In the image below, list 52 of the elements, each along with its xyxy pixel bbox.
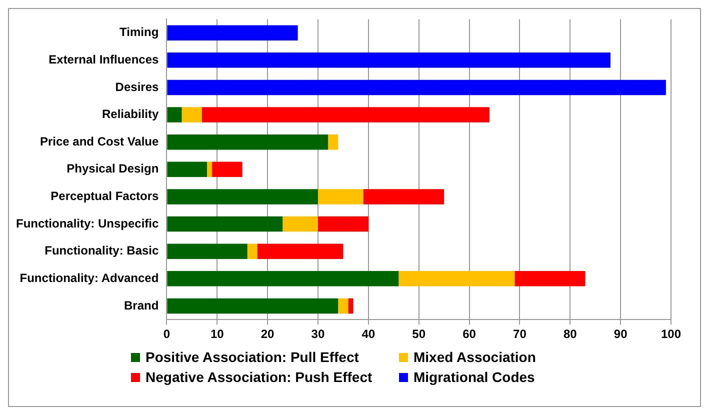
bar: [328, 134, 338, 150]
x-tick-label: 50: [412, 327, 426, 342]
bar: [318, 189, 364, 204]
bar: [167, 52, 610, 68]
y-tick-label: Brand: [124, 298, 159, 312]
x-tick-label: 100: [660, 327, 682, 342]
x-tick-label: 40: [362, 327, 376, 342]
x-tick-label: 80: [563, 327, 578, 342]
y-tick-label: Reliability: [102, 107, 160, 122]
y-tick-label: Functionality: Unspecific: [16, 216, 159, 230]
bar: [207, 162, 212, 178]
bar: [338, 298, 348, 314]
bar: [514, 271, 586, 286]
bar: [167, 298, 338, 314]
y-tick-label: Physical Design: [66, 162, 159, 176]
bar: [282, 216, 318, 232]
y-tick-label: Timing: [120, 25, 159, 40]
y-tick-label: Functionality: Advanced: [20, 270, 159, 285]
bar: [348, 298, 354, 314]
y-tick-label: Perceptual Factors: [50, 189, 159, 204]
bar: [167, 25, 298, 40]
y-tick-label: Functionality: Basic: [44, 244, 159, 258]
bar: [167, 162, 208, 178]
y-tick-label: External Influences: [48, 52, 159, 66]
x-tick-label: 10: [210, 327, 224, 342]
bar: [182, 107, 202, 122]
bar: [167, 216, 283, 232]
legend-label: Negative Association: Push Effect: [146, 369, 372, 385]
bar: [167, 244, 248, 259]
x-tick-label: 30: [311, 327, 325, 342]
bar: [167, 80, 666, 96]
bar: [167, 134, 328, 150]
y-tick-label: Desires: [115, 80, 159, 94]
legend-label: Mixed Association: [414, 349, 536, 365]
x-tick-label: 60: [462, 327, 476, 342]
y-tick-label: Price and Cost Value: [40, 134, 159, 148]
bar: [167, 189, 318, 204]
x-tick-label: 20: [260, 327, 275, 342]
x-tick-label: 70: [513, 327, 527, 342]
legend-label: Positive Association: Pull Effect: [146, 349, 359, 365]
bar: [167, 271, 399, 286]
legend-label: Migrational Codes: [414, 369, 535, 385]
bar: [247, 244, 258, 259]
x-tick-label: 90: [614, 327, 628, 342]
bar: [363, 189, 444, 204]
bar: [318, 216, 368, 232]
x-tick-label: 0: [163, 327, 170, 342]
bar: [167, 107, 182, 122]
bar: [257, 244, 344, 259]
bar: [212, 162, 242, 178]
bar: [398, 271, 515, 286]
bar: [202, 107, 490, 122]
